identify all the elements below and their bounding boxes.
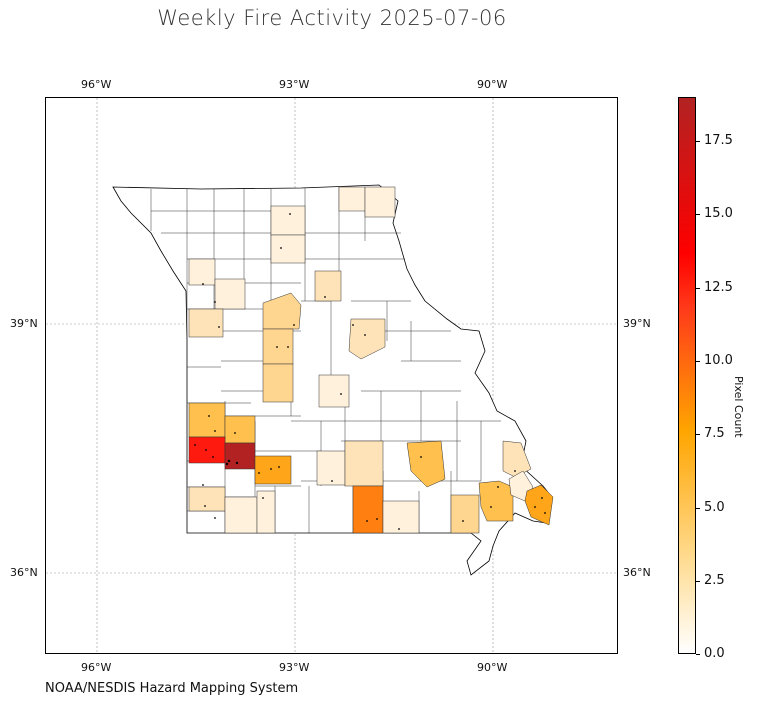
county-fire — [270, 234, 306, 264]
county-fire — [344, 440, 384, 487]
lat-tick-left-36: 36°N — [10, 566, 38, 579]
lon-tick-bottom-93: 93°W — [279, 661, 310, 674]
county-fire — [188, 436, 226, 464]
colorbar-tickmark — [696, 508, 700, 509]
lon-tick-bottom-90: 90°W — [477, 661, 508, 674]
lon-tick-bottom-96: 96°W — [81, 661, 112, 674]
county-fire — [254, 455, 292, 485]
county-fire — [478, 480, 514, 522]
county-fire — [524, 484, 554, 526]
county-fire — [262, 363, 294, 403]
lat-tick-right-39: 39°N — [623, 317, 651, 330]
county-fire — [188, 308, 224, 338]
lat-tick-right-36: 36°N — [623, 566, 651, 579]
county-fire — [256, 490, 276, 534]
county-fire — [406, 440, 446, 488]
colorbar-tickmark — [696, 214, 700, 215]
colorbar-tick-1: 2.5 — [704, 573, 725, 588]
county-fire — [318, 374, 350, 408]
county-fire — [314, 270, 342, 302]
colorbar — [678, 97, 696, 654]
colorbar-tick-0: 0.0 — [704, 646, 725, 661]
lat-tick-left-39: 39°N — [10, 317, 38, 330]
data-credit: NOAA/NESDIS Hazard Mapping System — [45, 681, 299, 696]
lon-tick-top-93: 93°W — [279, 78, 310, 91]
colorbar-tick-5: 12.5 — [704, 280, 733, 295]
county-fire — [224, 415, 256, 444]
county-fire — [382, 500, 420, 534]
colorbar-tick-2: 5.0 — [704, 500, 725, 515]
county-fire — [188, 402, 226, 438]
colorbar-tick-7: 17.5 — [704, 133, 733, 148]
county-fire — [270, 205, 306, 236]
county-fire — [338, 186, 366, 212]
lon-tick-top-96: 96°W — [81, 78, 112, 91]
county-fire — [224, 496, 258, 534]
colorbar-tickmark — [696, 288, 700, 289]
colorbar-tickmark — [696, 581, 700, 582]
map-title: Weekly Fire Activity 2025-07-06 — [157, 6, 507, 30]
county-fire — [316, 450, 346, 486]
county-fire — [224, 442, 256, 470]
colorbar-tickmark — [696, 654, 700, 655]
county-fire — [188, 486, 226, 512]
fire-counties — [188, 186, 554, 534]
map-panel[interactable] — [45, 97, 618, 654]
missouri-county-map — [46, 98, 617, 653]
colorbar-tick-6: 15.0 — [704, 206, 733, 221]
colorbar-tick-4: 10.0 — [704, 353, 733, 368]
colorbar-tick-3: 7.5 — [704, 426, 725, 441]
county-fire — [262, 292, 302, 330]
colorbar-tickmark — [696, 141, 700, 142]
colorbar-tickmark — [696, 361, 700, 362]
county-fire — [348, 318, 386, 360]
county-fire — [450, 494, 480, 534]
colorbar-label: Pixel Count — [732, 376, 745, 438]
county-fire — [188, 258, 216, 286]
county-fire — [364, 186, 396, 218]
fire-detections — [194, 213, 546, 530]
lon-tick-top-90: 90°W — [477, 78, 508, 91]
county-fire — [214, 278, 246, 310]
colorbar-tickmark — [696, 434, 700, 435]
county-fire — [352, 485, 384, 534]
